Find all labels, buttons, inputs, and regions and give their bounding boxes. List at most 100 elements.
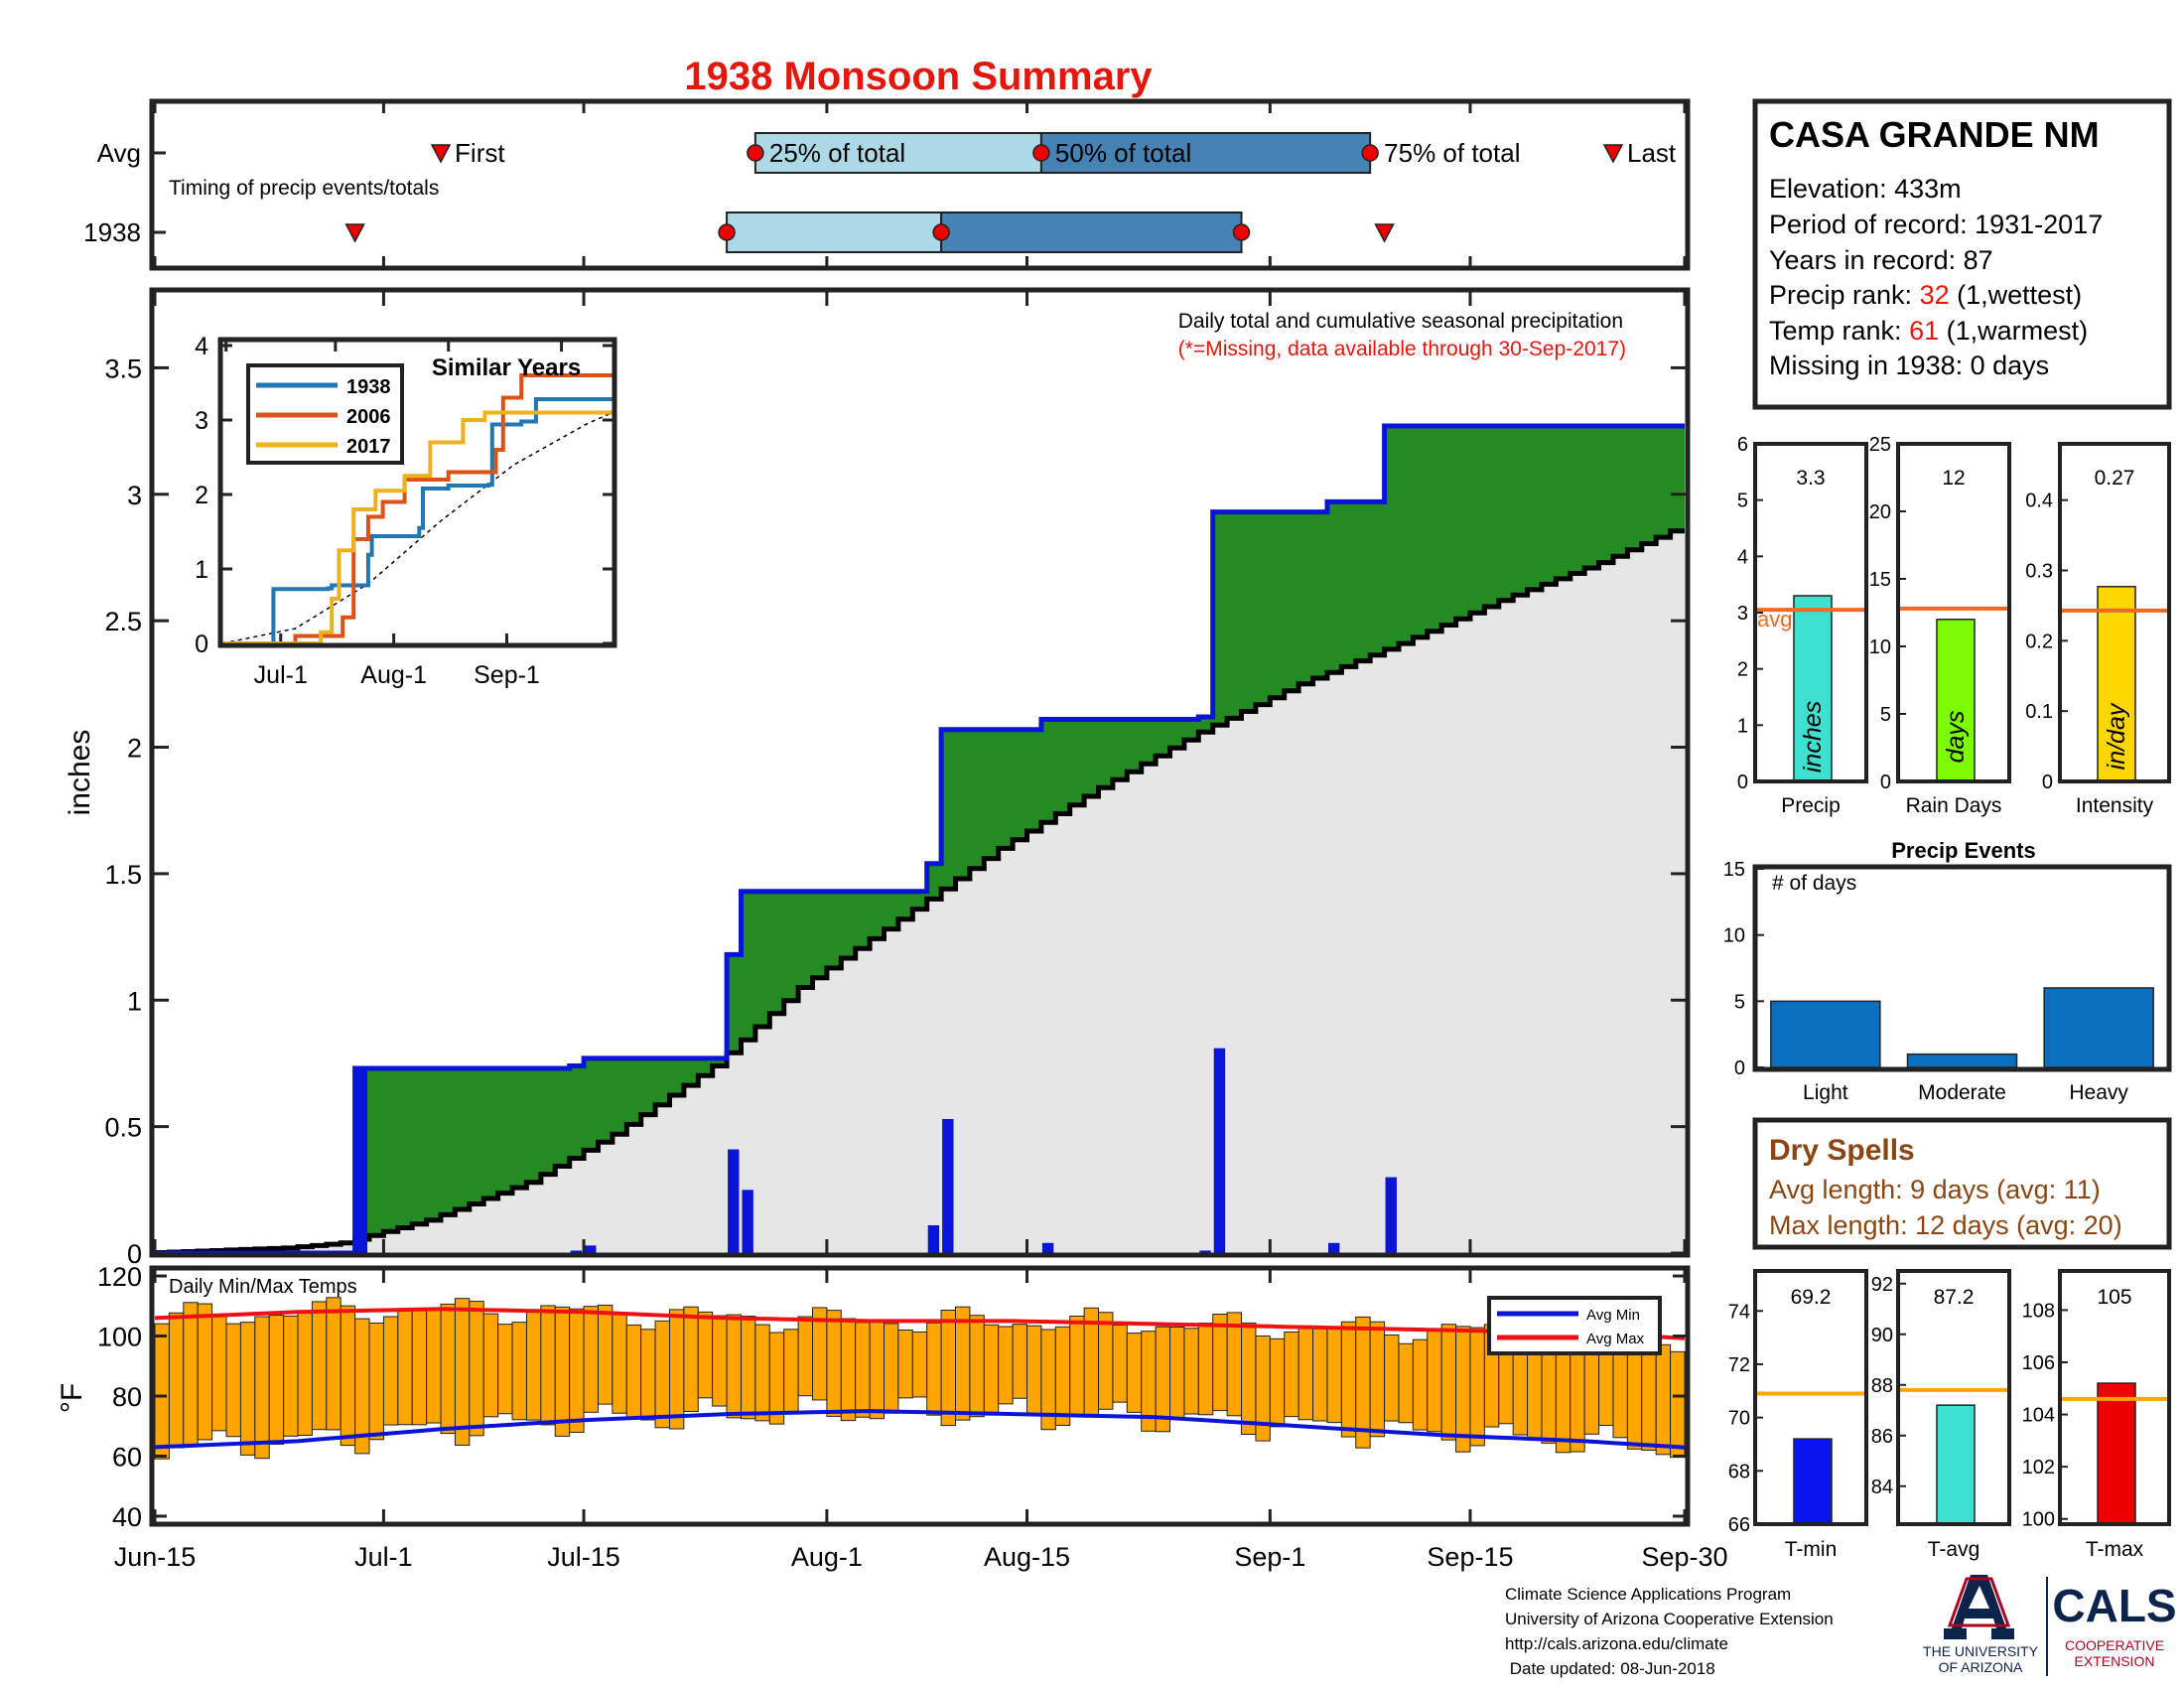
daily-temp-bar-86 xyxy=(1384,1334,1400,1422)
rain-days-ytick-label-1: 5 xyxy=(1880,704,1891,726)
precip-value: 3.3 xyxy=(1796,467,1825,490)
t-max-ytick-label-4: 108 xyxy=(2022,1300,2055,1322)
daily-temp-bar-50 xyxy=(869,1321,885,1420)
daily-temp-bar-49 xyxy=(855,1322,871,1418)
main-chart-frame xyxy=(149,287,1691,1258)
daily-temp-bar-83 xyxy=(1340,1321,1357,1438)
daily-temp-bar-43 xyxy=(768,1332,785,1425)
rain-days-panel-frame xyxy=(1896,442,2011,783)
daily-precip-bar-9 xyxy=(1213,1048,1226,1253)
daily-temp-bar-53 xyxy=(911,1331,928,1398)
xtick-label-jul-1: Jul-1 xyxy=(354,1542,413,1572)
daily-precip-bar-1 xyxy=(570,1250,583,1253)
daily-temp-bar-85 xyxy=(1369,1321,1386,1438)
daily-precip-bar-3 xyxy=(728,1149,740,1253)
daily-temp-bar-32 xyxy=(612,1312,627,1414)
timing-label-75: 75% of total xyxy=(1384,138,1520,168)
timing-1938-first-marker xyxy=(344,223,365,243)
precip-ytick-label-1: 1 xyxy=(1737,715,1748,737)
timing-label-last: Last xyxy=(1627,138,1677,168)
daily-temp-bar-29 xyxy=(569,1308,585,1433)
daily-temp-bar-42 xyxy=(754,1324,770,1422)
daily-temp-bar-44 xyxy=(783,1329,799,1413)
station-period: Period of record: 1931-2017 xyxy=(1769,210,2103,239)
rain-days-ytick-label-4: 20 xyxy=(1869,501,1891,523)
daily-temp-bar-72 xyxy=(1183,1328,1199,1415)
main-ytick-label-0: 0 xyxy=(127,1239,142,1269)
cumulative-1938-line xyxy=(155,423,1685,1256)
xtick-label-aug-15: Aug-15 xyxy=(984,1542,1070,1572)
rain-days-ytick-label-3: 15 xyxy=(1869,569,1891,591)
intensity-label: Intensity xyxy=(2076,794,2154,817)
daily-temp-bar-52 xyxy=(897,1329,913,1399)
timing-avg-p75-marker xyxy=(1361,144,1379,162)
daily-temp-bar-7 xyxy=(254,1316,270,1460)
main-ytick-label-2: 1 xyxy=(127,986,142,1016)
precip-events-ytick-label-1: 5 xyxy=(1734,991,1745,1013)
t-max-bar xyxy=(2097,1382,2136,1525)
station-missing: Missing in 1938: 0 days xyxy=(1769,351,2049,380)
t-min-bar xyxy=(1793,1438,1833,1525)
dry-spells-frame xyxy=(1752,1117,2172,1250)
daily-temp-bar-21 xyxy=(454,1298,471,1446)
daily-temp-bar-0 xyxy=(154,1323,170,1460)
precip-label: Precip xyxy=(1781,794,1841,817)
above-average-area xyxy=(155,426,1685,1253)
footer-line-4: Date updated: 08-Jun-2018 xyxy=(1505,1659,1715,1678)
main-chart-missing-note: (*=Missing, data available through 30-Se… xyxy=(1178,338,1626,360)
daily-temp-bar-71 xyxy=(1169,1327,1185,1419)
inset-ytick-label-0: 0 xyxy=(195,631,208,658)
dry-spells-avg-length: Avg length: 9 days (avg: 11) xyxy=(1769,1175,2101,1204)
precip-rank-value: 32 xyxy=(1920,280,1950,310)
daily-temp-bar-75 xyxy=(1226,1312,1243,1417)
timing-panel: First 25% of total 50% of total 75% of tota… xyxy=(83,98,1691,271)
daily-temp-bar-47 xyxy=(826,1310,842,1417)
daily-temp-bar-59 xyxy=(998,1326,1014,1405)
daily-temp-bar-78 xyxy=(1269,1337,1286,1428)
temp-chart-frame xyxy=(149,1265,1691,1527)
precip-events-bar-moderate xyxy=(1906,1053,2018,1068)
daily-temp-bar-13 xyxy=(340,1305,356,1447)
inset-avg-line xyxy=(221,411,614,644)
temp-ytick-label-2: 80 xyxy=(112,1382,142,1412)
rain-days-value: 12 xyxy=(1942,467,1965,490)
precip-rank: Precip rank: 32 (1,wettest) xyxy=(1769,280,2082,310)
station-name: CASA GRANDE NM xyxy=(1769,114,2100,155)
daily-precip-bar-11 xyxy=(1385,1177,1397,1253)
t-avg-label: T-avg xyxy=(1928,1538,1980,1561)
daily-temp-bar-60 xyxy=(1012,1324,1028,1399)
timing-1938-p25-marker xyxy=(718,223,736,241)
t-min-value: 69.2 xyxy=(1791,1286,1832,1309)
avg-min-line xyxy=(154,1409,1686,1450)
daily-temp-bar-22 xyxy=(469,1301,484,1437)
temp-ytick-label-3: 100 xyxy=(97,1323,142,1352)
daily-temp-bar-97 xyxy=(1541,1345,1557,1444)
inset-ytick-label-3: 3 xyxy=(195,407,208,435)
main-chart-ylabel: inches xyxy=(64,730,96,816)
daily-temp-bar-45 xyxy=(797,1316,813,1397)
daily-temp-bar-10 xyxy=(297,1311,313,1437)
figure-title: 1938 Monsoon Summary xyxy=(684,55,1153,98)
main-ytick-label-6: 3 xyxy=(127,481,142,510)
temp-rank-value: 61 xyxy=(1909,316,1939,346)
daily-temp-bar-89 xyxy=(1427,1329,1442,1433)
timing-1938-last-marker xyxy=(1374,223,1395,243)
daily-temp-bar-38 xyxy=(697,1311,714,1399)
daily-temp-bar-91 xyxy=(1455,1326,1471,1453)
timing-panel-frame xyxy=(149,98,1691,271)
daily-temp-bar-2 xyxy=(183,1302,199,1446)
daily-temp-bar-30 xyxy=(583,1306,599,1413)
t-min-ytick-label-4: 74 xyxy=(1728,1301,1750,1323)
main-ytick-label-7: 3.5 xyxy=(104,353,142,383)
legend-label-avg-max: Avg Max xyxy=(1586,1331,1645,1347)
t-max-label: T-max xyxy=(2086,1538,2144,1561)
temp-rank: Temp rank: 61 (1,warmest) xyxy=(1769,316,2088,346)
main-ytick-label-4: 2 xyxy=(127,734,142,764)
t-avg-ytick-label-0: 84 xyxy=(1871,1477,1893,1498)
rain-days-label: Rain Days xyxy=(1906,794,2002,817)
daily-temp-bar-67 xyxy=(1112,1325,1128,1403)
inset-legend: 1938 2006 2017 xyxy=(246,363,404,465)
inset-xtick-label-2: Sep-1 xyxy=(474,661,540,689)
daily-temp-bar-24 xyxy=(497,1324,513,1415)
precip-events-title: Precip Events xyxy=(1891,838,2036,863)
